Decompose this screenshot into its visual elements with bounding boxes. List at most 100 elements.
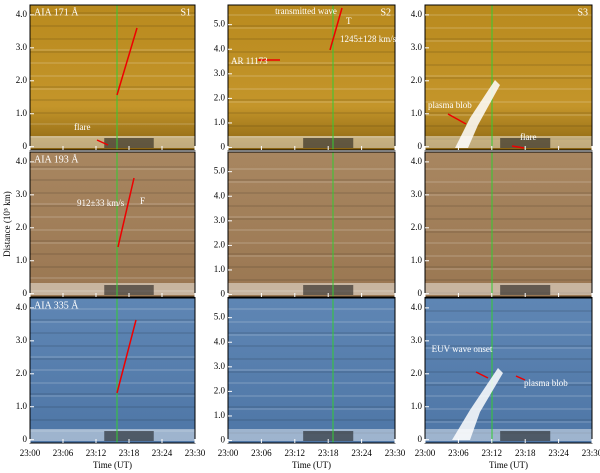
panel-frame <box>29 297 196 444</box>
y-tick-label: 4.0 <box>16 302 28 312</box>
y-tick-label: 3.0 <box>411 189 423 199</box>
y-tick-label: 4.0 <box>214 190 226 200</box>
y-tick-label: 3.0 <box>411 42 423 52</box>
y-tick-label: 2.0 <box>411 75 423 85</box>
panel-frame <box>29 4 196 151</box>
panel-image <box>228 5 395 150</box>
plasma-blob <box>455 80 500 148</box>
y-tick-label: 1.0 <box>16 108 28 118</box>
y-tick-label: 0 <box>23 434 28 444</box>
annotations: flare transmitted wave 1245±128 km/s AR … <box>74 6 568 388</box>
y-tick-label: 0 <box>221 142 226 152</box>
panel: 0 1.0 2.0 3.0 4.0 S1 AIA 171 Å <box>16 4 196 151</box>
fit-line <box>96 139 109 146</box>
panel-image <box>425 5 592 150</box>
annotation: transmitted wave <box>275 6 337 16</box>
y-tick-label: 2.0 <box>16 75 28 85</box>
y-tick-label: 2.0 <box>214 239 226 249</box>
y-tick-label: 0 <box>23 141 28 151</box>
flare-band <box>303 431 354 441</box>
panel-label: S1 <box>180 7 191 18</box>
annotation: plasma blob <box>524 378 568 388</box>
x-tick-label: 23:18 <box>318 448 339 458</box>
y-tick-label: 5.0 <box>214 166 226 176</box>
fit-line <box>329 7 343 51</box>
y-axis-label: Distance (10⁵ km) <box>2 191 12 257</box>
y-tick-label: 4.0 <box>16 156 28 166</box>
annotation: 1245±128 km/s <box>340 34 397 44</box>
annotation: T <box>346 16 352 26</box>
channel-label: AIA 171 Å <box>34 6 79 18</box>
x-tick-label: 23:12 <box>482 448 503 458</box>
annotation: flare <box>74 122 90 132</box>
panel: 0 1.0 2.0 3.0 4.0 23:00 23:06 23:12 23:18 23:24 23… <box>16 297 206 470</box>
x-axis-label: Time (UT) <box>489 460 528 470</box>
panel-image <box>425 152 592 297</box>
panels: 0 1.0 2.0 3.0 4.0 S1 AIA 171 Å 0 1.0 2.0 3.0 4.0 5.0… <box>16 4 600 470</box>
y-tick-label: 1.0 <box>214 117 226 127</box>
y-tick-label: 3.0 <box>214 215 226 225</box>
x-tick-label: 23:18 <box>515 448 536 458</box>
panel-frame <box>424 151 593 298</box>
y-tick-label: 0 <box>221 289 226 299</box>
y-tick-label: 3.0 <box>214 361 226 371</box>
panel-frame <box>424 297 593 444</box>
annotation: 912±33 km/s <box>77 198 125 208</box>
y-tick-label: 4.0 <box>214 43 226 53</box>
fit-line <box>116 319 137 394</box>
panel-frame <box>227 4 396 151</box>
x-tick-label: 23:12 <box>86 448 107 458</box>
y-tick-label: 4.0 <box>214 336 226 346</box>
panel-frame <box>29 151 196 298</box>
panel-frame <box>227 151 396 298</box>
x-tick-label: 23:24 <box>152 448 173 458</box>
y-tick-label: 2.0 <box>16 368 28 378</box>
panel: 0 1.0 2.0 3.0 4.0 23:00 23:06 23:12 23:18 23:24 23… <box>411 297 600 470</box>
flare-band <box>104 285 154 295</box>
x-tick-label: 23:12 <box>285 448 306 458</box>
flare-band <box>104 138 154 148</box>
flare-band <box>104 431 154 441</box>
panel-label: S2 <box>380 7 391 18</box>
channel-label: AIA 193 Å <box>34 153 79 165</box>
y-tick-label: 2.0 <box>214 385 226 395</box>
fit-line <box>116 27 138 96</box>
y-tick-label: 2.0 <box>411 368 423 378</box>
panel: 0 1.0 2.0 3.0 4.0 <box>411 151 593 298</box>
y-tick-label: 0 <box>23 288 28 298</box>
panel-frame <box>227 297 396 444</box>
panel: 0 1.0 2.0 3.0 4.0 S3 <box>411 4 593 151</box>
panel: 0 1.0 2.0 3.0 4.0 5.0 <box>214 151 396 299</box>
y-tick-label: 1.0 <box>411 401 423 411</box>
x-tick-label: 23:30 <box>582 448 600 458</box>
y-tick-label: 1.0 <box>214 264 226 274</box>
y-tick-label: 5.0 <box>214 19 226 29</box>
y-tick-label: 3.0 <box>16 189 28 199</box>
fit-line <box>447 113 467 125</box>
flare-band <box>500 138 551 148</box>
y-tick-label: 0 <box>221 435 226 445</box>
fit-line <box>511 145 525 149</box>
x-tick-label: 23:18 <box>119 448 140 458</box>
panel-image <box>228 152 395 297</box>
flare-band <box>500 285 551 295</box>
x-tick-label: 23:00 <box>218 448 239 458</box>
y-tick-label: 3.0 <box>16 335 28 345</box>
y-tick-label: 1.0 <box>411 255 423 265</box>
fit-line <box>515 375 526 381</box>
x-tick-label: 23:00 <box>415 448 436 458</box>
y-tick-label: 4.0 <box>16 9 28 19</box>
x-axis-label: Time (UT) <box>292 460 331 470</box>
x-tick-label: 23:30 <box>385 448 406 458</box>
channel-label: AIA 335 Å <box>34 299 79 311</box>
y-tick-label: 4.0 <box>411 302 423 312</box>
fit-line <box>117 177 135 248</box>
panel: 0 1.0 2.0 3.0 4.0 5.0 S2 <box>214 4 396 152</box>
y-tick-label: 3.0 <box>16 42 28 52</box>
y-tick-label: 0 <box>418 288 423 298</box>
panel-image <box>30 298 195 443</box>
y-tick-label: 0 <box>418 434 423 444</box>
y-tick-label: 1.0 <box>214 410 226 420</box>
panel-label: S3 <box>577 7 588 18</box>
